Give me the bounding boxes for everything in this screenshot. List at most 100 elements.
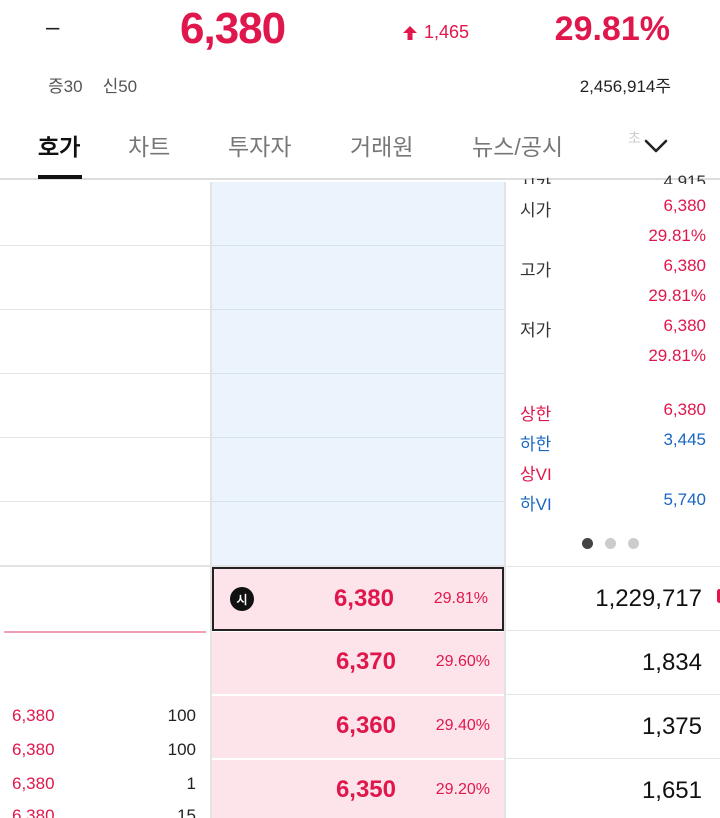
ask-volume-cell	[0, 182, 210, 246]
ask-volume-cell	[0, 246, 210, 310]
ask-price-cell[interactable]	[212, 374, 504, 438]
current-price: 6,380	[180, 4, 286, 53]
upper-vi-label: 상VI	[520, 465, 552, 484]
lower-limit-label: 하한	[520, 435, 552, 454]
ask-price-cell[interactable]	[212, 310, 504, 374]
trade-price: 6,380	[12, 774, 55, 793]
open-price-badge: 시	[230, 587, 254, 611]
trade-row: 6,380 100	[0, 706, 210, 726]
margin-tag-jeung: 증30	[48, 77, 83, 96]
bid-rate: 29.81%	[433, 590, 488, 607]
ask-price-cell[interactable]	[212, 438, 504, 502]
stock-name: –	[46, 14, 60, 41]
trade-qty: 100	[167, 706, 196, 725]
bid-price: 6,370	[335, 648, 396, 675]
edge-marker	[717, 589, 720, 603]
high-rate-row: 29.81%	[520, 286, 706, 306]
bid-quantity: 1,375	[641, 713, 702, 740]
bid-price: 6,360	[335, 712, 396, 739]
margin-tag-sin: 신50	[102, 77, 138, 96]
order-book: 시간 4,915 시가 6,380 29.81% 고가 6,380 29.81%…	[0, 172, 720, 818]
column-divider	[210, 182, 212, 818]
price-marker-line	[4, 631, 206, 633]
bid-price-row[interactable]: 6,350 29.20%	[212, 760, 504, 818]
ask-price-cell[interactable]	[212, 246, 504, 310]
upper-limit-row: 상한 6,380	[520, 400, 706, 425]
column-divider	[504, 182, 506, 818]
ask-volume-cell	[0, 374, 210, 438]
ask-price-cell[interactable]	[212, 502, 504, 566]
high-price-row: 고가 6,380	[520, 256, 706, 281]
info-value: 4,915	[663, 172, 706, 184]
bid-quantity: 1,651	[641, 777, 702, 804]
low-rate: 29.81%	[648, 346, 706, 365]
bid-quantity: 1,834	[641, 649, 702, 676]
trade-price: 6,380	[12, 740, 55, 759]
info-label: 시간	[520, 172, 551, 184]
active-tab-indicator	[38, 175, 82, 179]
high-rate: 29.81%	[648, 286, 706, 305]
open-price-row: 시가 6,380	[520, 196, 706, 221]
bid-rate: 29.20%	[435, 781, 490, 798]
bid-qty-cell: 1,229,717	[506, 567, 720, 631]
page-dot[interactable]	[628, 538, 639, 549]
low-label: 저가	[520, 321, 552, 340]
trade-qty: 1	[186, 774, 196, 793]
tab-news[interactable]: 뉴스/공시	[472, 134, 564, 160]
trade-row: 6,380 1	[0, 774, 210, 794]
change-amount: 1,465	[424, 22, 470, 42]
trade-qty: 15	[177, 806, 196, 818]
page-dot[interactable]	[605, 538, 616, 549]
tab-orderbook[interactable]: 호가	[38, 134, 81, 160]
stock-header: – 6,380 1,465 29.81% 증30 신50 2,456,914주	[0, 0, 720, 110]
upper-limit-label: 상한	[520, 405, 552, 424]
open-rate-row: 29.81%	[520, 226, 706, 246]
bid-qty-cell: 1,834	[506, 631, 720, 695]
tab-chart[interactable]: 차트	[128, 134, 171, 160]
row-divider	[0, 565, 720, 567]
lower-limit-value: 3,445	[663, 430, 706, 449]
lower-vi-value: 5,740	[663, 490, 706, 509]
upper-vi-row: 상VI	[520, 460, 706, 485]
trade-row: 6,380 100	[0, 740, 210, 760]
bid-qty-cell: 1,375	[506, 695, 720, 759]
bid-price: 6,350	[335, 776, 396, 803]
open-value: 6,380	[663, 196, 706, 215]
high-value: 6,380	[663, 256, 706, 275]
trade-qty: 100	[167, 740, 196, 759]
upper-limit-value: 6,380	[663, 400, 706, 419]
ask-volume-cell	[0, 438, 210, 502]
low-value: 6,380	[663, 316, 706, 335]
bid-price-row[interactable]: 6,370 29.60%	[212, 632, 504, 694]
trade-price: 6,380	[12, 806, 55, 818]
price-info-panel: 시간 4,915 시가 6,380 29.81% 고가 6,380 29.81%…	[506, 172, 720, 566]
lower-limit-row: 하한 3,445	[520, 430, 706, 455]
price-change: 1,465	[402, 22, 469, 43]
tab-investor[interactable]: 투자자	[228, 134, 292, 160]
page-indicator	[582, 538, 639, 549]
trade-row: 6,380 15	[0, 806, 210, 818]
margin-tags: 증30 신50	[48, 72, 137, 97]
ask-volume-cell	[0, 502, 210, 566]
tab-bar: 호가 차트 투자자 거래원 뉴스/공시 초	[0, 112, 720, 180]
info-cut-row: 시간 4,915	[520, 172, 706, 184]
tab-broker[interactable]: 거래원	[350, 134, 414, 160]
chevron-down-icon[interactable]	[642, 132, 670, 160]
trade-volume: 2,456,914주	[579, 77, 671, 96]
arrow-up-icon	[403, 25, 417, 40]
bid-rate: 29.40%	[435, 717, 490, 734]
bid-price-row[interactable]: 6,360 29.40%	[212, 696, 504, 758]
ask-volume-cell	[0, 310, 210, 374]
open-rate: 29.81%	[648, 226, 706, 245]
low-price-row: 저가 6,380	[520, 316, 706, 341]
tab-partial[interactable]: 초	[628, 130, 641, 146]
change-rate: 29.81%	[554, 10, 670, 48]
page-dot[interactable]	[582, 538, 593, 549]
bid-rate: 29.60%	[435, 653, 490, 670]
ask-price-cell[interactable]	[212, 182, 504, 246]
low-rate-row: 29.81%	[520, 346, 706, 366]
open-label: 시가	[520, 201, 552, 220]
high-label: 고가	[520, 261, 552, 280]
bid-price: 6,380	[333, 585, 394, 612]
current-price-row[interactable]: 시 6,380 29.81%	[212, 567, 504, 631]
